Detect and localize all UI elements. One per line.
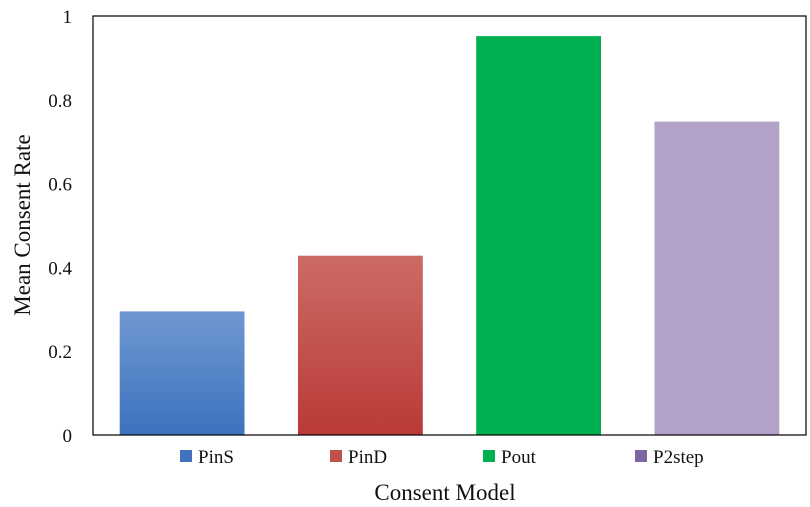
y-tick-labels: 0 0.2 0.4 0.6 0.8 1	[48, 7, 72, 447]
legend-swatch-pind	[330, 450, 342, 462]
y-tick-label: 0	[63, 426, 73, 447]
x-axis-title: Consent Model	[374, 480, 515, 505]
y-tick-label: 0.6	[48, 175, 72, 196]
legend-label-pins: PinS	[198, 447, 234, 468]
y-tick-label: 0.8	[48, 91, 72, 112]
legend-label-pout: Pout	[501, 447, 537, 468]
bars-group	[119, 36, 780, 435]
bar-pins	[119, 311, 245, 435]
y-tick-label: 0.2	[48, 342, 72, 363]
bar-pout	[476, 36, 601, 435]
plot-area-frame	[92, 15, 807, 436]
legend-swatch-p2step	[635, 450, 647, 462]
y-axis-title: Mean Consent Rate	[10, 134, 35, 315]
y-tick-label: 1	[63, 7, 73, 28]
legend-label-p2step: P2step	[653, 447, 704, 468]
legend: PinS PinD Pout P2step	[180, 447, 704, 468]
bar-p2step	[654, 121, 780, 435]
y-tick-label: 0.4	[48, 258, 72, 279]
legend-swatch-pout	[483, 450, 495, 462]
bar-pind	[298, 255, 423, 435]
legend-label-pind: PinD	[348, 447, 387, 468]
legend-swatch-pins	[180, 450, 192, 462]
